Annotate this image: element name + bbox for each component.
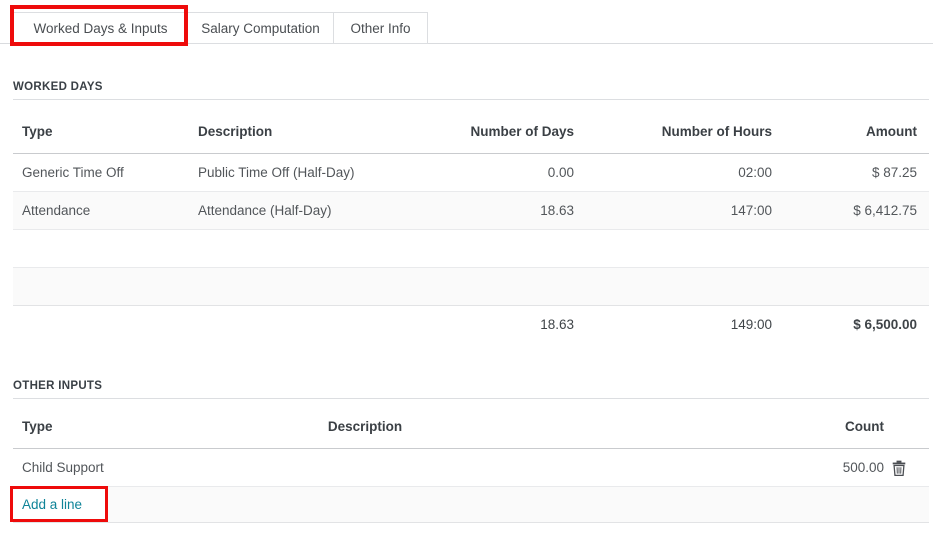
cell-type: Generic Time Off bbox=[22, 165, 124, 180]
cell-description: Public Time Off (Half-Day) bbox=[198, 165, 355, 180]
worked-days-section-title: WORKED DAYS bbox=[13, 81, 103, 93]
tab-other-info[interactable]: Other Info bbox=[333, 12, 428, 44]
worked-days-section-header: WORKED DAYS bbox=[13, 81, 929, 100]
worked-days-empty-row bbox=[13, 230, 929, 268]
other-inputs-section-title: OTHER INPUTS bbox=[13, 380, 103, 392]
column-header-amount: Amount bbox=[866, 124, 917, 139]
cell-count: 500.00 bbox=[842, 460, 884, 475]
cell-amount: $ 6,412.75 bbox=[853, 203, 917, 218]
cell-hours: 02:00 bbox=[738, 165, 772, 180]
cell-days: 0.00 bbox=[547, 165, 574, 180]
tab-label: Other Info bbox=[350, 20, 411, 36]
column-header-description: Description bbox=[327, 419, 403, 434]
other-inputs-table: Type Description Count Child Support 500… bbox=[13, 405, 929, 523]
notebook-tabbar: Worked Days & Inputs Salary Computation … bbox=[0, 12, 933, 44]
worked-days-empty-row bbox=[13, 268, 929, 306]
other-inputs-header-row: Type Description Count bbox=[13, 405, 929, 449]
total-amount: $ 6,500.00 bbox=[853, 316, 917, 332]
cell-days: 18.63 bbox=[540, 203, 574, 218]
cell-amount: $ 87.25 bbox=[871, 165, 917, 180]
column-header-count: Count bbox=[845, 419, 884, 434]
other-inputs-row-child-support[interactable]: Child Support 500.00 bbox=[13, 449, 929, 487]
tab-label: Salary Computation bbox=[201, 20, 320, 36]
column-header-type: Type bbox=[22, 124, 53, 139]
tab-worked-days-inputs[interactable]: Worked Days & Inputs bbox=[13, 12, 188, 44]
cell-hours: 147:00 bbox=[730, 203, 772, 218]
total-number-of-days: 18.63 bbox=[540, 316, 574, 332]
add-line-row: Add a line bbox=[13, 487, 929, 523]
worked-days-row-attendance[interactable]: Attendance Attendance (Half-Day) 18.63 1… bbox=[13, 192, 929, 230]
worked-days-table: Type Description Number of Days Number o… bbox=[13, 110, 929, 342]
delete-row-button[interactable] bbox=[892, 460, 906, 476]
cell-type: Child Support bbox=[22, 460, 104, 475]
column-header-number-of-hours: Number of Hours bbox=[661, 124, 772, 139]
cell-type: Attendance bbox=[22, 203, 91, 218]
tab-label: Worked Days & Inputs bbox=[33, 20, 168, 36]
column-header-number-of-days: Number of Days bbox=[470, 124, 574, 139]
add-a-line-link[interactable]: Add a line bbox=[22, 497, 83, 512]
trash-icon bbox=[892, 460, 906, 476]
worked-days-row-generic-time-off[interactable]: Generic Time Off Public Time Off (Half-D… bbox=[13, 154, 929, 192]
other-inputs-section-header: OTHER INPUTS bbox=[13, 380, 929, 399]
column-header-description: Description bbox=[198, 124, 273, 139]
cell-description: Attendance (Half-Day) bbox=[198, 203, 332, 218]
worked-days-totals-row: 18.63 149:00 $ 6,500.00 bbox=[13, 306, 929, 342]
column-header-type: Type bbox=[22, 419, 53, 434]
total-number-of-hours: 149:00 bbox=[730, 316, 772, 332]
tab-salary-computation[interactable]: Salary Computation bbox=[187, 12, 334, 44]
worked-days-header-row: Type Description Number of Days Number o… bbox=[13, 110, 929, 154]
